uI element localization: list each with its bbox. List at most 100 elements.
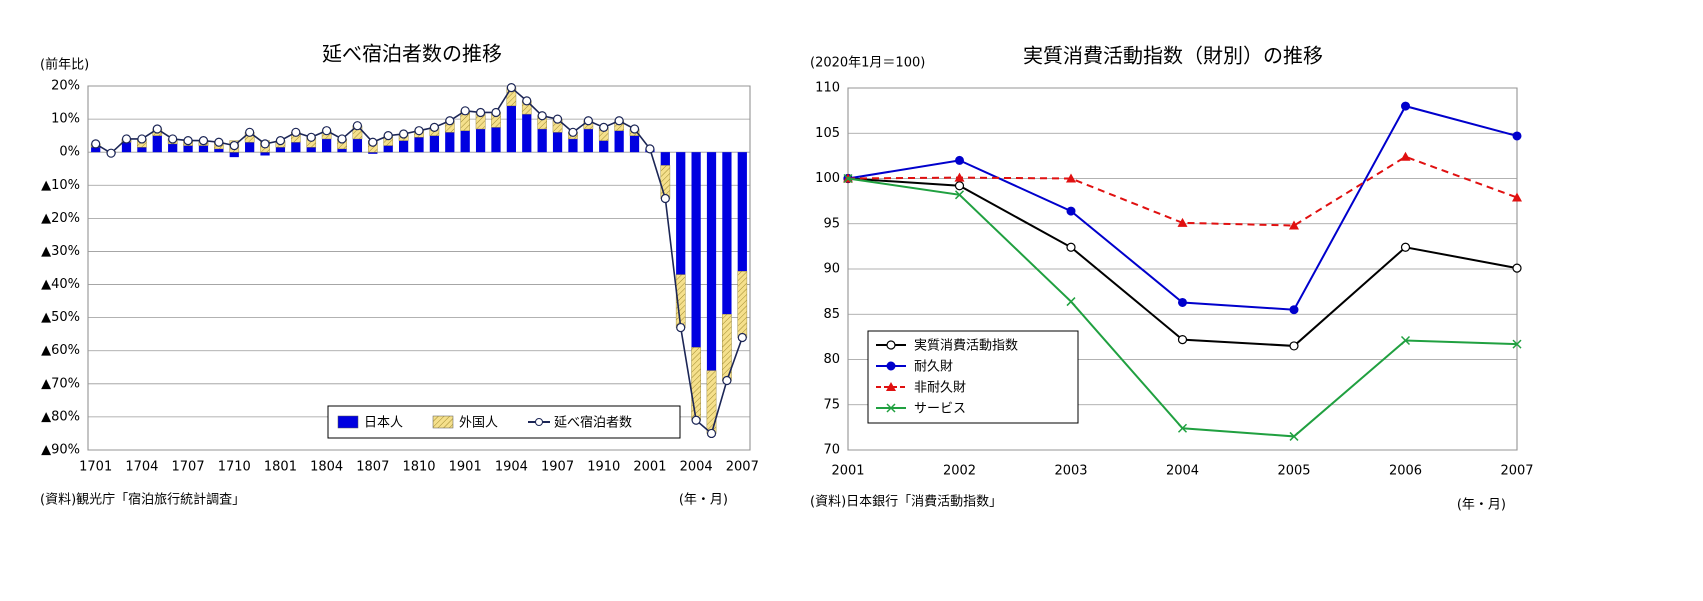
legend-label: 耐久財 bbox=[914, 360, 953, 375]
legend-swatch bbox=[432, 415, 454, 429]
y-tick-label: ▲80% bbox=[41, 409, 80, 424]
y-tick-label: 110 bbox=[815, 81, 840, 96]
legend-marker bbox=[886, 361, 896, 371]
bar-segment bbox=[275, 147, 286, 153]
x-tick-label: 1907 bbox=[541, 460, 574, 475]
bar-segment bbox=[152, 135, 162, 153]
marker bbox=[1066, 297, 1076, 307]
marker bbox=[229, 140, 239, 151]
marker bbox=[306, 132, 316, 142]
marker bbox=[368, 137, 378, 147]
x-tick-label: 2005 bbox=[1277, 464, 1310, 479]
legend-label: 非耐久財 bbox=[914, 381, 966, 396]
y-tick-label: 80 bbox=[823, 352, 840, 367]
y-tick-label: ▲90% bbox=[41, 443, 80, 458]
y-tick-label: ▲30% bbox=[41, 244, 80, 259]
bar-segment bbox=[599, 140, 609, 153]
legend-marker bbox=[886, 382, 896, 391]
marker bbox=[955, 155, 964, 165]
y-tick-label: 75 bbox=[823, 397, 840, 412]
marker bbox=[1401, 101, 1410, 111]
marker bbox=[614, 116, 624, 126]
x-tick-label: 2004 bbox=[1166, 464, 1199, 479]
legend-label: 外国人 bbox=[459, 416, 498, 431]
marker bbox=[737, 332, 747, 343]
bar-segment bbox=[306, 147, 316, 153]
marker bbox=[722, 375, 732, 386]
marker bbox=[1512, 192, 1522, 202]
x-tick-label: 1904 bbox=[495, 460, 528, 475]
marker bbox=[183, 136, 193, 146]
bar-segment bbox=[722, 152, 732, 315]
y-tick-label: 105 bbox=[815, 126, 840, 141]
x-tick-label: 2007 bbox=[1500, 464, 1533, 479]
bar-segment bbox=[522, 114, 532, 153]
marker bbox=[1400, 242, 1411, 252]
bar-segment bbox=[91, 147, 101, 153]
marker bbox=[629, 124, 640, 134]
bar-segment bbox=[414, 137, 424, 153]
bar-segment bbox=[121, 142, 132, 153]
x-tick-label: 2003 bbox=[1054, 464, 1087, 479]
marker bbox=[337, 134, 347, 144]
bar-segment bbox=[245, 142, 255, 153]
bar-segment bbox=[691, 347, 701, 421]
x-tick-label: 1701 bbox=[79, 460, 112, 475]
marker bbox=[660, 193, 670, 204]
y-tick-label: ▲70% bbox=[41, 376, 80, 391]
marker bbox=[1178, 297, 1187, 307]
chart-title: 延べ宿泊者数の推移 bbox=[322, 42, 502, 66]
y-tick-label: 70 bbox=[823, 443, 840, 458]
marker bbox=[121, 134, 132, 144]
legend-box bbox=[327, 405, 681, 439]
marker bbox=[645, 144, 655, 154]
legend-label: サービス bbox=[914, 402, 966, 417]
y-tick-label: 85 bbox=[823, 307, 840, 322]
marker bbox=[291, 127, 301, 137]
bar-segment bbox=[583, 129, 593, 153]
marker bbox=[1512, 263, 1522, 273]
marker bbox=[599, 122, 609, 132]
marker bbox=[91, 139, 101, 149]
bar-segment bbox=[676, 152, 686, 275]
bar-segment bbox=[445, 132, 455, 153]
bar-segment bbox=[460, 130, 470, 153]
marker bbox=[676, 322, 686, 333]
x-tick-label: 1910 bbox=[587, 460, 620, 475]
source-note: (資料)観光庁「宿泊旅行統計調査」 bbox=[40, 492, 245, 508]
bar-segment bbox=[552, 132, 563, 153]
bar-segment bbox=[568, 138, 578, 153]
x-tick-label: 2002 bbox=[943, 464, 976, 479]
bar-segment bbox=[337, 148, 347, 153]
marker bbox=[706, 428, 717, 439]
bar-segment bbox=[322, 138, 332, 153]
marker bbox=[198, 136, 209, 146]
chart: 延べ宿泊者数の推移 (前年比) (資料)観光庁「宿泊旅行統計調査」 (年・月) 20% 1… bbox=[40, 42, 759, 508]
legend-swatch bbox=[337, 415, 359, 429]
marker bbox=[537, 111, 547, 121]
x-tick-label: 2001 bbox=[831, 464, 864, 479]
bar-segment bbox=[660, 165, 671, 199]
x-tick-label: 2006 bbox=[1389, 464, 1422, 479]
marker bbox=[1066, 206, 1076, 216]
bar-segment bbox=[614, 130, 624, 153]
marker bbox=[1177, 334, 1188, 345]
chart-title: 実質消費活動指数（財別）の推移 bbox=[1023, 44, 1323, 68]
legend-label: 実質消費活動指数 bbox=[914, 338, 1018, 354]
bar-segment bbox=[198, 145, 209, 153]
marker bbox=[399, 129, 409, 139]
marker bbox=[1512, 131, 1522, 141]
y-tick-label: 10% bbox=[51, 112, 80, 127]
legend-swatch bbox=[535, 418, 543, 426]
x-axis-label: (年・月) bbox=[1457, 498, 1506, 513]
legend-marker bbox=[886, 403, 896, 413]
marker bbox=[1066, 173, 1076, 183]
marker bbox=[383, 131, 393, 141]
marker bbox=[260, 139, 270, 149]
x-tick-label: 1707 bbox=[172, 460, 205, 475]
marker bbox=[491, 107, 501, 118]
y-axis-label: (2020年1月＝100) bbox=[810, 56, 925, 71]
marker bbox=[1066, 242, 1076, 252]
marker bbox=[106, 148, 116, 158]
